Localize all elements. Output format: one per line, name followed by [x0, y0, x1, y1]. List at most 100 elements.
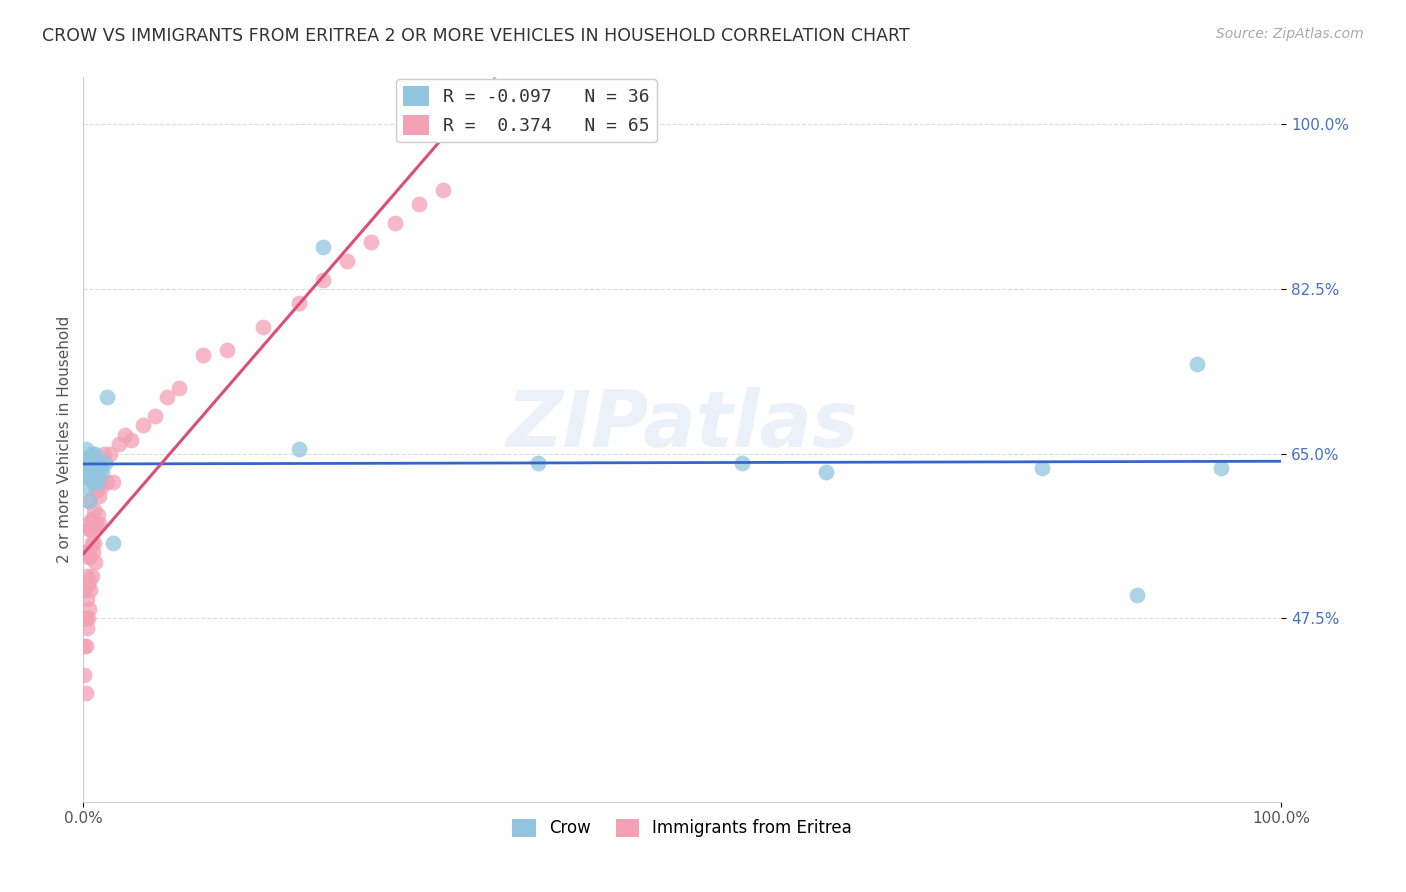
Point — [89, 475, 111, 489]
Point — [86, 475, 108, 489]
Point — [75, 545, 97, 559]
Point — [1187, 357, 1209, 371]
Point — [156, 390, 179, 404]
Point — [76, 621, 98, 635]
Point — [77, 611, 100, 625]
Point — [1031, 460, 1053, 475]
Point — [1126, 588, 1149, 602]
Point — [86, 466, 108, 480]
Point — [90, 479, 112, 493]
Point — [120, 433, 142, 447]
Point — [114, 427, 136, 442]
Point — [76, 517, 98, 532]
Point — [86, 479, 108, 493]
Point — [82, 456, 104, 470]
Point — [84, 555, 107, 569]
Point — [77, 493, 100, 508]
Point — [191, 348, 214, 362]
Point — [87, 489, 110, 503]
Point — [98, 447, 121, 461]
Point — [80, 569, 103, 583]
Legend: Crow, Immigrants from Eritrea: Crow, Immigrants from Eritrea — [506, 812, 859, 844]
Point — [91, 466, 114, 480]
Point — [77, 493, 100, 508]
Point — [360, 235, 382, 249]
Point — [86, 484, 108, 499]
Point — [103, 536, 125, 550]
Point — [103, 475, 125, 489]
Point — [312, 272, 335, 286]
Point — [731, 456, 754, 470]
Point — [76, 592, 98, 607]
Point — [73, 545, 96, 559]
Point — [73, 640, 96, 654]
Point — [77, 460, 100, 475]
Point — [408, 197, 430, 211]
Point — [86, 517, 108, 532]
Point — [143, 409, 166, 423]
Point — [87, 456, 110, 470]
Point — [77, 601, 100, 615]
Point — [252, 319, 274, 334]
Point — [82, 512, 104, 526]
Point — [75, 640, 97, 654]
Point — [75, 611, 97, 625]
Point — [814, 466, 837, 480]
Point — [77, 578, 100, 592]
Point — [86, 508, 108, 522]
Point — [108, 437, 131, 451]
Point — [73, 460, 96, 475]
Point — [84, 470, 107, 484]
Point — [79, 522, 101, 536]
Point — [83, 460, 105, 475]
Point — [132, 418, 155, 433]
Point — [96, 475, 118, 489]
Point — [432, 183, 454, 197]
Text: CROW VS IMMIGRANTS FROM ERITREA 2 OR MORE VEHICLES IN HOUSEHOLD CORRELATION CHAR: CROW VS IMMIGRANTS FROM ERITREA 2 OR MOR… — [42, 27, 910, 45]
Point — [83, 475, 105, 489]
Point — [75, 442, 97, 456]
Point — [77, 574, 100, 588]
Point — [73, 667, 96, 681]
Point — [384, 216, 406, 230]
Point — [84, 522, 107, 536]
Point — [79, 550, 101, 565]
Point — [80, 512, 103, 526]
Point — [76, 545, 98, 559]
Point — [336, 253, 359, 268]
Point — [75, 470, 97, 484]
Point — [94, 456, 117, 470]
Point — [76, 569, 98, 583]
Point — [84, 447, 107, 461]
Point — [90, 460, 112, 475]
Point — [87, 517, 110, 532]
Point — [79, 470, 101, 484]
Point — [79, 582, 101, 597]
Text: ZIPatlas: ZIPatlas — [506, 387, 858, 463]
Point — [96, 390, 118, 404]
Point — [288, 442, 311, 456]
Point — [77, 545, 100, 559]
Point — [167, 381, 190, 395]
Point — [77, 550, 100, 565]
Point — [215, 343, 238, 358]
Point — [75, 578, 97, 592]
Point — [83, 503, 105, 517]
Text: Source: ZipAtlas.com: Source: ZipAtlas.com — [1216, 27, 1364, 41]
Point — [77, 522, 100, 536]
Point — [77, 470, 100, 484]
Point — [83, 536, 105, 550]
Point — [77, 451, 100, 466]
Point — [75, 686, 97, 700]
Point — [82, 545, 104, 559]
Point — [93, 447, 115, 461]
Point — [73, 582, 96, 597]
Point — [79, 456, 101, 470]
Point — [73, 611, 96, 625]
Point — [1211, 460, 1233, 475]
Point — [80, 536, 103, 550]
Point — [288, 296, 311, 310]
Point — [91, 475, 114, 489]
Point — [80, 470, 103, 484]
Y-axis label: 2 or more Vehicles in Household: 2 or more Vehicles in Household — [58, 316, 72, 563]
